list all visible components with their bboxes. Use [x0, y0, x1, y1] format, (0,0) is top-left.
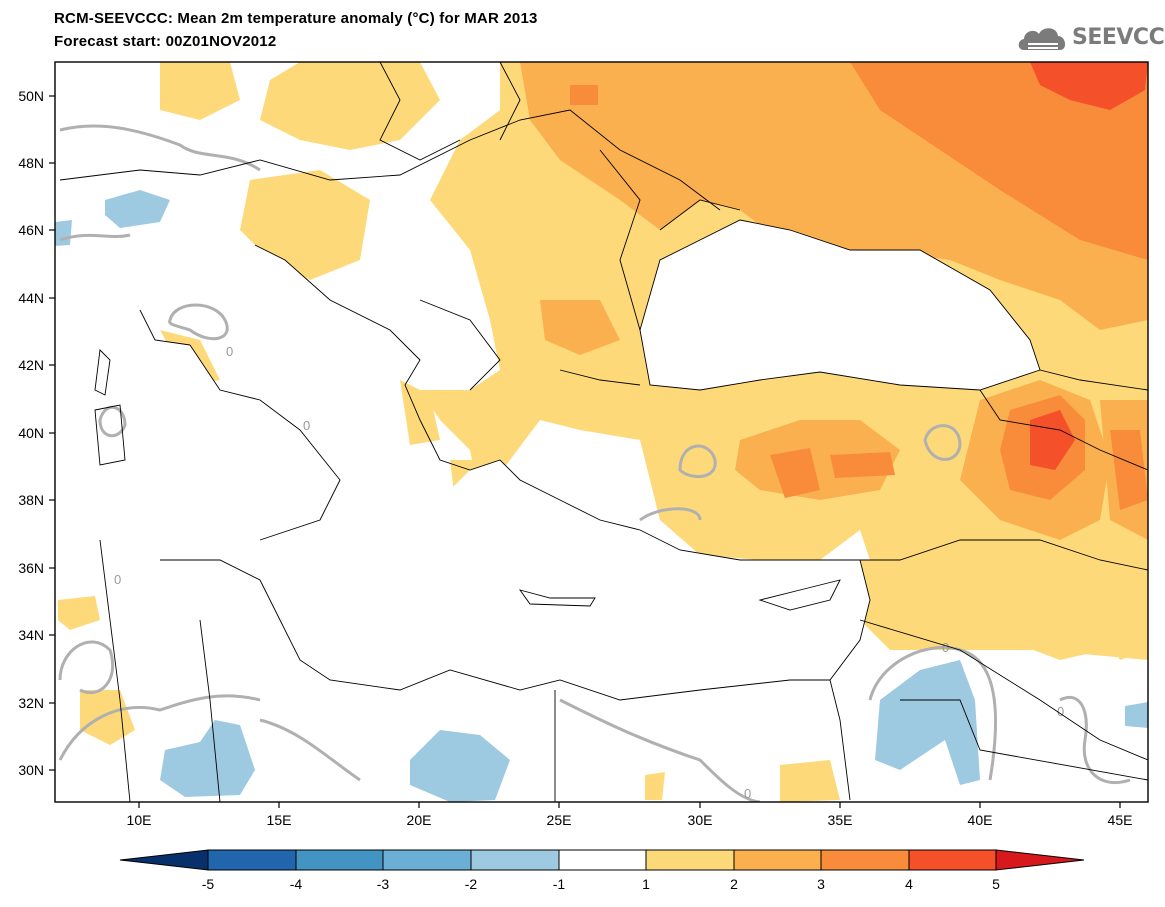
- lon-label-35e: 35E: [828, 812, 853, 828]
- lat-label-36n: 36N: [18, 560, 44, 576]
- map-title: RCM-SEEVCCC: Mean 2m temperature anomaly…: [54, 10, 538, 27]
- contour-label-0: 0: [226, 344, 233, 359]
- colorbar-cell: [207, 849, 297, 871]
- lon-label-20e: 20E: [407, 812, 432, 828]
- lat-label-48n: 48N: [18, 155, 44, 171]
- lat-label-38n: 38N: [18, 492, 44, 508]
- contour-label-0: 0: [303, 418, 310, 433]
- lat-label-46n: 46N: [18, 222, 44, 238]
- colorbar-cell: [470, 849, 560, 871]
- colorbar-tick: 1: [642, 876, 650, 892]
- colorbar-cell: [995, 849, 1085, 871]
- lat-label-32n: 32N: [18, 695, 44, 711]
- colorbar-tick: -1: [553, 876, 566, 892]
- sea-mask: [60, 220, 1040, 700]
- lon-label-40e: 40E: [968, 812, 993, 828]
- colorbar-cell: [733, 849, 822, 871]
- colorbar-cell: [295, 849, 384, 871]
- colorbar-cell: [908, 849, 997, 871]
- zero-contours: [58, 124, 1131, 802]
- lat-label-44n: 44N: [18, 290, 44, 306]
- map-frame: [54, 61, 1149, 803]
- anomaly-shading-3-4: [570, 62, 1148, 510]
- lat-label-42n: 42N: [18, 357, 44, 373]
- colorbar-cell: [382, 849, 472, 871]
- forecast-start-label: Forecast start: 00Z01NOV2012: [54, 33, 277, 50]
- colorbar-cell: [645, 849, 735, 871]
- colorbar-cell: [119, 849, 209, 871]
- lon-label-45e: 45E: [1108, 812, 1133, 828]
- colorbar-tick: -2: [465, 876, 478, 892]
- colorbar-tick: -4: [290, 876, 303, 892]
- colorbar-tick: -5: [202, 876, 215, 892]
- colorbar: [119, 849, 1085, 871]
- contour-label-0: 0: [114, 572, 121, 587]
- lat-label-30n: 30N: [18, 762, 44, 778]
- latitude-axis: 30N 32N 34N 36N 38N 40N 42N 44N 46N 48N …: [18, 88, 55, 778]
- lat-label-40n: 40N: [18, 425, 44, 441]
- colorbar-ticks: -5 -4 -3 -2 -1 1 2 3 4 5: [202, 876, 1000, 892]
- lon-label-30e: 30E: [688, 812, 713, 828]
- colorbar-tick: 5: [992, 876, 1000, 892]
- colorbar-tick: 3: [817, 876, 825, 892]
- lat-label-34n: 34N: [18, 627, 44, 643]
- anomaly-shading-4-5: [1030, 62, 1148, 470]
- lat-label-50n: 50N: [18, 88, 44, 104]
- seevccc-logo: SEEVCCC: [1016, 20, 1165, 56]
- logo-text: SEEVCCC: [1072, 25, 1165, 50]
- coastlines-and-borders: [59, 62, 1148, 802]
- contour-label-0: 0: [1057, 704, 1064, 719]
- map-plot-area: 0 0 0 0 0 0: [55, 62, 1148, 802]
- anomaly-shading-minus-2-1: [55, 190, 1148, 802]
- lon-label-10e: 10E: [127, 812, 152, 828]
- colorbar-cell: [820, 849, 910, 871]
- contour-label-0: 0: [744, 786, 751, 801]
- lon-label-15e: 15E: [267, 812, 292, 828]
- colorbar-tick: 2: [730, 876, 738, 892]
- lon-label-25e: 25E: [547, 812, 572, 828]
- colorbar-tick: 4: [905, 876, 913, 892]
- cloud-icon: [1018, 28, 1066, 50]
- contour-label-0: 0: [942, 640, 949, 655]
- longitude-axis: 10E 15E 20E 25E 30E 35E 40E 45E: [127, 802, 1133, 828]
- colorbar-tick: -3: [377, 876, 390, 892]
- colorbar-cell: [558, 849, 647, 871]
